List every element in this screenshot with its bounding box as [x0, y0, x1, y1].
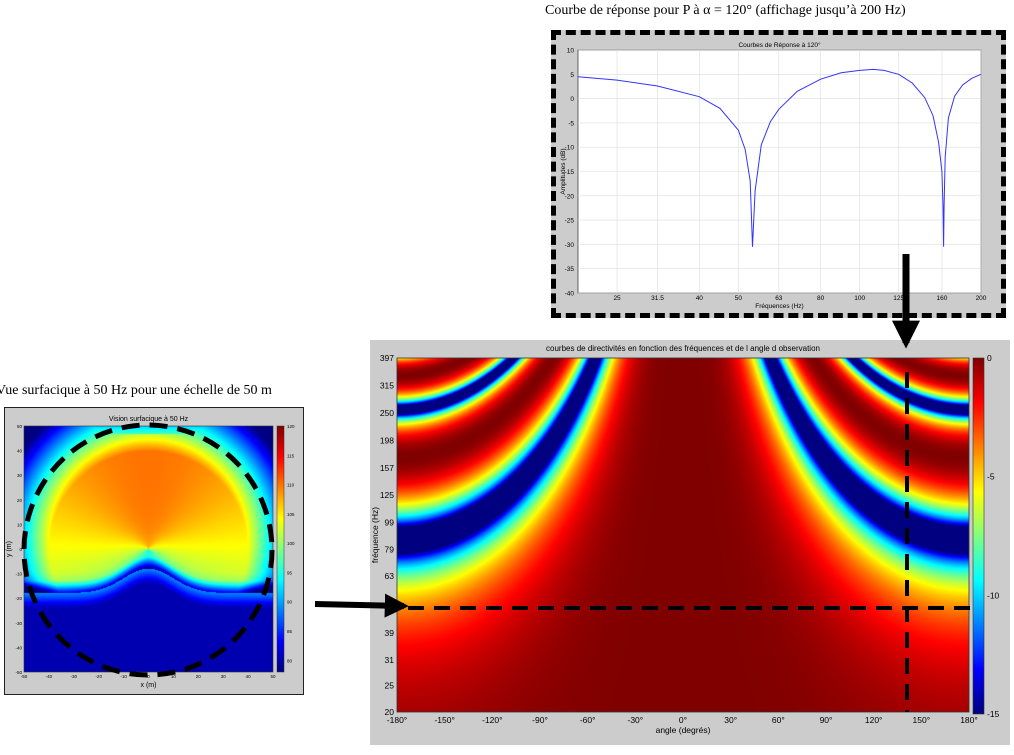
directivity-heatmap [397, 358, 969, 712]
surface-heatmap [24, 426, 273, 672]
surface-caption: Vue surfacique à 50 Hz pour une échelle … [0, 383, 272, 398]
surface-colorbar [277, 426, 284, 672]
response-caption: Courbe de réponse pour P à α = 120° (aff… [545, 3, 906, 18]
response-dashed-frame [551, 30, 1006, 318]
directivity-colorbar [973, 358, 984, 714]
